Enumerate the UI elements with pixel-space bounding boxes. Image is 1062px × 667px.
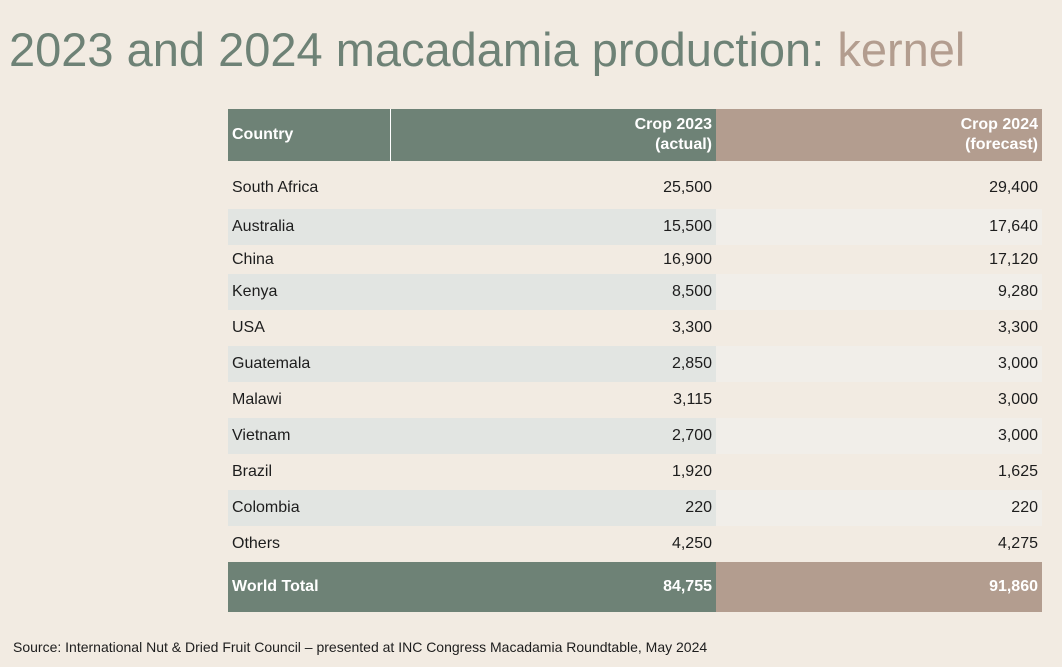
table-row: Brazil 1,920 1,625 (228, 454, 1042, 490)
table-row: Guatemala 2,850 3,000 (228, 346, 1042, 382)
crop-2024-cell: 17,120 (716, 245, 1042, 274)
country-cell: South Africa (228, 161, 390, 209)
header-crop-2023: Crop 2023 (actual) (390, 109, 716, 161)
header-country: Country (228, 109, 391, 161)
country-cell: Kenya (228, 274, 390, 310)
crop-2024-cell: 3,300 (716, 310, 1042, 346)
crop-2023-cell: 4,250 (390, 526, 716, 562)
table-body: South Africa 25,500 29,400 Australia 15,500 1… (228, 161, 1042, 562)
total-label: World Total (228, 562, 390, 612)
crop-2024-cell: 3,000 (716, 346, 1042, 382)
country-cell: China (228, 245, 390, 274)
country-cell: USA (228, 310, 390, 346)
source-note: Source: International Nut & Dried Fruit … (13, 639, 708, 655)
table-row: Kenya 8,500 9,280 (228, 274, 1042, 310)
crop-2023-cell: 2,850 (390, 346, 716, 382)
country-cell: Australia (228, 209, 390, 245)
country-cell: Malawi (228, 382, 390, 418)
table-total-row: World Total 84,755 91,860 (228, 562, 1042, 612)
country-cell: Colombia (228, 490, 390, 526)
crop-2023-cell: 25,500 (390, 161, 716, 209)
table-row: Malawi 3,115 3,000 (228, 382, 1042, 418)
crop-2024-cell: 3,000 (716, 382, 1042, 418)
header-crop-2024-line1: Crop 2024 (960, 116, 1038, 133)
crop-2023-cell: 3,300 (390, 310, 716, 346)
total-crop-2023: 84,755 (390, 562, 716, 612)
header-crop-2023-line1: Crop 2023 (634, 116, 712, 133)
crop-2023-cell: 1,920 (390, 454, 716, 490)
crop-2023-cell: 16,900 (390, 245, 716, 274)
crop-2024-cell: 1,625 (716, 454, 1042, 490)
country-cell: Brazil (228, 454, 390, 490)
header-crop-2023-line2: (actual) (655, 136, 712, 153)
title-main: 2023 and 2024 macadamia production: (9, 23, 838, 76)
crop-2024-cell: 3,000 (716, 418, 1042, 454)
crop-2023-cell: 2,700 (390, 418, 716, 454)
header-country-label: Country (232, 126, 294, 143)
total-crop-2024: 91,860 (716, 562, 1042, 612)
crop-2024-cell: 9,280 (716, 274, 1042, 310)
table-row: China 16,900 17,120 (228, 245, 1042, 274)
country-cell: Vietnam (228, 418, 390, 454)
crop-2024-cell: 220 (716, 490, 1042, 526)
crop-2023-cell: 15,500 (390, 209, 716, 245)
crop-2023-cell: 220 (390, 490, 716, 526)
production-table: Country Crop 2023 (actual) Crop 2024 (fore… (228, 109, 1042, 612)
table-row: South Africa 25,500 29,400 (228, 161, 1042, 209)
country-cell: Others (228, 526, 390, 562)
table-row: Vietnam 2,700 3,000 (228, 418, 1042, 454)
table-row: Australia 15,500 17,640 (228, 209, 1042, 245)
crop-2023-cell: 8,500 (390, 274, 716, 310)
table-header-row: Country Crop 2023 (actual) Crop 2024 (fore… (228, 109, 1042, 161)
header-crop-2024: Crop 2024 (forecast) (716, 109, 1042, 161)
crop-2024-cell: 17,640 (716, 209, 1042, 245)
page-title: 2023 and 2024 macadamia production: kern… (9, 20, 965, 80)
title-accent: kernel (837, 23, 966, 76)
crop-2024-cell: 29,400 (716, 161, 1042, 209)
crop-2023-cell: 3,115 (390, 382, 716, 418)
table-row: Colombia 220 220 (228, 490, 1042, 526)
table-row: USA 3,300 3,300 (228, 310, 1042, 346)
crop-2024-cell: 4,275 (716, 526, 1042, 562)
header-crop-2024-line2: (forecast) (965, 136, 1038, 153)
table-row: Others 4,250 4,275 (228, 526, 1042, 562)
country-cell: Guatemala (228, 346, 390, 382)
